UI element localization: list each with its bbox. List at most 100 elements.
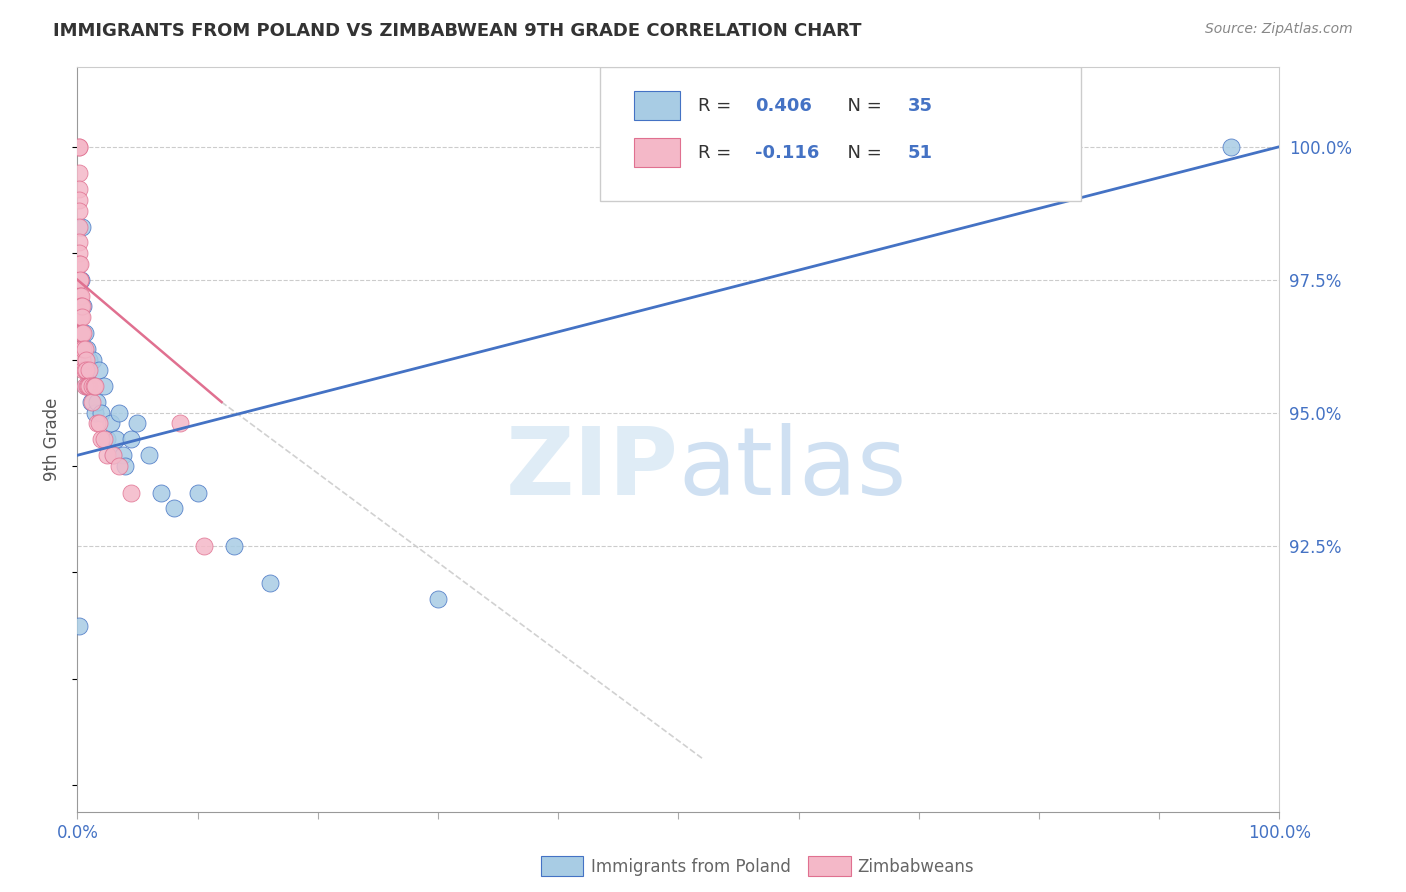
Point	[77, 363, 100, 377]
Point	[75, 363, 97, 377]
Point	[193, 539, 215, 553]
Text: atlas: atlas	[679, 423, 907, 515]
Point	[70, 288, 93, 302]
Point	[96, 433, 118, 447]
Point	[111, 448, 134, 462]
Text: -0.116: -0.116	[755, 144, 820, 161]
Text: R =: R =	[697, 144, 737, 161]
Point	[69, 310, 91, 324]
Point	[79, 379, 101, 393]
Point	[73, 342, 96, 356]
Point	[73, 363, 96, 377]
Point	[73, 379, 96, 393]
Point	[87, 363, 110, 377]
Point	[120, 485, 142, 500]
Point	[77, 379, 100, 393]
Point	[127, 417, 149, 431]
Text: N =: N =	[837, 144, 887, 161]
Point	[67, 219, 90, 234]
Point	[69, 273, 91, 287]
Point	[70, 326, 93, 340]
Point	[67, 182, 90, 196]
Point	[72, 342, 94, 356]
Text: N =: N =	[837, 96, 887, 115]
Point	[69, 273, 91, 287]
Point	[108, 406, 131, 420]
Text: Immigrants from Poland: Immigrants from Poland	[591, 858, 790, 876]
Y-axis label: 9th Grade: 9th Grade	[44, 398, 62, 481]
Point	[114, 458, 136, 473]
Text: ZIP: ZIP	[506, 423, 679, 515]
Point	[86, 395, 108, 409]
Point	[72, 299, 94, 313]
Point	[67, 139, 90, 153]
Point	[72, 363, 94, 377]
Point	[67, 618, 90, 632]
Point	[73, 326, 96, 340]
Text: 0.406: 0.406	[755, 96, 813, 115]
Point	[70, 273, 93, 287]
Point	[108, 458, 131, 473]
Text: 51: 51	[908, 144, 934, 161]
Point	[67, 257, 90, 271]
Point	[150, 485, 173, 500]
Text: Source: ZipAtlas.com: Source: ZipAtlas.com	[1205, 22, 1353, 37]
Point	[96, 448, 118, 462]
Point	[1220, 139, 1243, 153]
Point	[67, 235, 90, 250]
Point	[67, 246, 90, 260]
Point	[162, 501, 184, 516]
Point	[79, 352, 101, 367]
Point	[70, 326, 93, 340]
Point	[222, 539, 245, 553]
Point	[72, 326, 94, 340]
Point	[70, 342, 93, 356]
Point	[80, 379, 103, 393]
Point	[84, 406, 107, 420]
Point	[86, 417, 108, 431]
Point	[79, 363, 101, 377]
Point	[87, 417, 110, 431]
Point	[70, 352, 93, 367]
Point	[83, 379, 105, 393]
Text: IMMIGRANTS FROM POLAND VS ZIMBABWEAN 9TH GRADE CORRELATION CHART: IMMIGRANTS FROM POLAND VS ZIMBABWEAN 9TH…	[53, 22, 862, 40]
Point	[69, 257, 91, 271]
FancyBboxPatch shape	[600, 67, 1081, 201]
Point	[120, 433, 142, 447]
Point	[100, 417, 122, 431]
Point	[67, 203, 90, 218]
Point	[67, 193, 90, 207]
Point	[80, 395, 103, 409]
Point	[70, 310, 93, 324]
FancyBboxPatch shape	[634, 92, 679, 120]
Text: R =: R =	[697, 96, 737, 115]
Point	[93, 433, 115, 447]
Point	[80, 379, 103, 393]
Point	[69, 299, 91, 313]
Point	[76, 379, 98, 393]
Point	[90, 406, 112, 420]
Point	[75, 379, 97, 393]
Point	[70, 219, 93, 234]
Point	[76, 342, 98, 356]
Point	[104, 433, 127, 447]
Point	[103, 448, 125, 462]
Point	[84, 379, 107, 393]
Text: Zimbabweans: Zimbabweans	[858, 858, 974, 876]
Point	[427, 591, 450, 606]
Point	[93, 379, 115, 393]
FancyBboxPatch shape	[634, 138, 679, 167]
Point	[70, 299, 93, 313]
Point	[259, 576, 281, 591]
Text: 35: 35	[908, 96, 934, 115]
Point	[83, 379, 105, 393]
Point	[67, 166, 90, 180]
Point	[187, 485, 209, 500]
Point	[70, 299, 93, 313]
Point	[90, 433, 112, 447]
Point	[79, 395, 101, 409]
Point	[103, 448, 125, 462]
Point	[169, 417, 191, 431]
Point	[70, 310, 93, 324]
Point	[138, 448, 160, 462]
